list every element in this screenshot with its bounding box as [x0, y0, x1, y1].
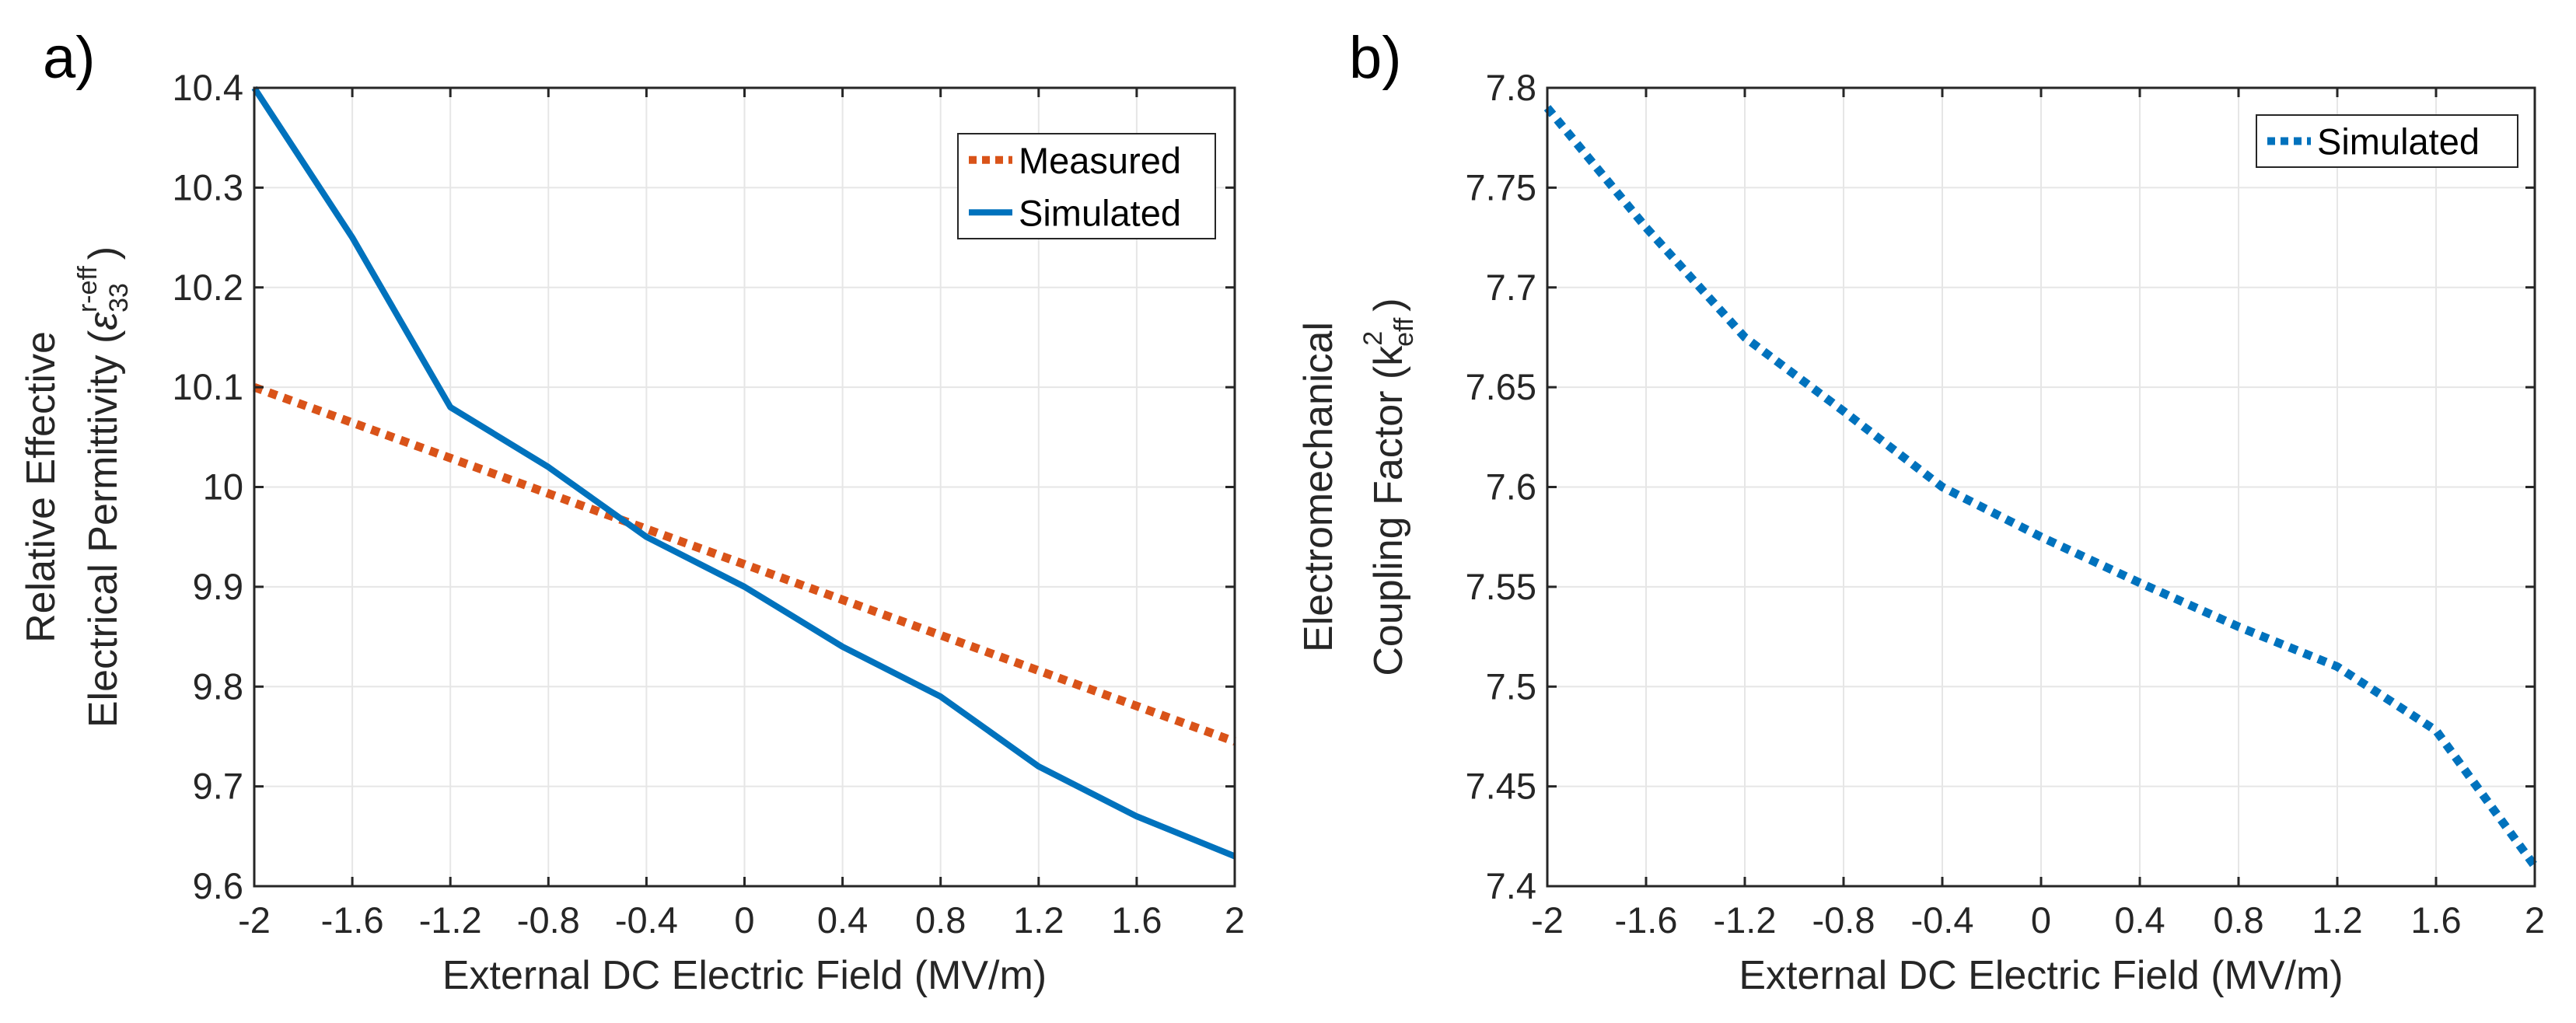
x-tick-label: 0.8 — [2213, 899, 2263, 941]
x-tick-label: 0.4 — [2114, 899, 2165, 941]
panel-b-label: b) — [1349, 25, 1402, 91]
x-tick-label: -0.4 — [1911, 899, 1974, 941]
panel-b-ylabel-sub: eff — [1389, 317, 1419, 347]
x-tick-label: 1.6 — [2410, 899, 2461, 941]
x-tick-label: -0.8 — [1812, 899, 1875, 941]
x-tick-label: 1.2 — [2312, 899, 2362, 941]
panel-b-ylabel-prefix: Coupling Factor ( — [1366, 365, 1411, 676]
legend-label-measured: Measured — [1019, 140, 1181, 181]
panel-b-ylabel-symbol: k — [1366, 345, 1411, 366]
panel-b-y-axis-label: Electromechanical Coupling Factor (k2eff… — [1296, 298, 1419, 676]
x-tick-label: -1.6 — [321, 899, 384, 941]
x-tick-label: -1.6 — [1615, 899, 1678, 941]
y-tick-label: 9.7 — [193, 766, 243, 807]
panel-a: a) -2 -1.6 -1.2 -0.8 -0.4 0 0.4 0.8 1.2 1.6 2 9.6 9.… — [19, 25, 1245, 998]
y-tick-label: 7.45 — [1466, 766, 1536, 807]
panel-b-series — [1543, 105, 2539, 869]
y-tick-label: 9.9 — [193, 566, 243, 607]
series-line-simulated — [251, 86, 1236, 860]
y-tick-label: 7.6 — [1486, 466, 1536, 508]
y-tick-label: 9.6 — [193, 865, 243, 906]
panel-a-ticks: -2 -1.6 -1.2 -0.8 -0.4 0 0.4 0.8 1.2 1.6 2 9.6 9.7 9.… — [173, 67, 1246, 941]
panel-b: b) -2 -1.6 -1.2 -0.8 -0.4 0 0.4 0.8 1.2 1.6 2 7.4 7.… — [1296, 25, 2545, 998]
x-tick-label: 0.4 — [817, 899, 868, 941]
panel-a-ylabel-suffix: ) — [81, 246, 126, 260]
panel-a-ylabel-sub: 33 — [104, 283, 134, 312]
panel-b-ylabel-suffix: ) — [1366, 298, 1411, 311]
y-tick-label: 9.8 — [193, 665, 243, 707]
y-tick-label: 7.65 — [1466, 366, 1536, 407]
legend-box — [957, 133, 1216, 239]
y-tick-label: 7.7 — [1486, 267, 1536, 308]
x-tick-label: -2 — [1531, 899, 1564, 941]
x-tick-label: -1.2 — [419, 899, 482, 941]
panel-a-ylabel-sup: r-eff — [73, 266, 103, 312]
y-tick-label: 7.4 — [1486, 865, 1536, 906]
y-tick-label: 10 — [203, 466, 243, 508]
panel-a-series — [251, 86, 1236, 860]
x-tick-label: 0 — [734, 899, 754, 941]
panel-a-y-axis-label-line1: Relative Effective — [19, 331, 64, 643]
x-tick-label: 0.8 — [915, 899, 966, 941]
y-tick-label: 10.1 — [173, 366, 243, 407]
x-tick-label: -1.2 — [1714, 899, 1777, 941]
y-tick-label: 7.75 — [1466, 166, 1536, 208]
series-line-simulated — [1543, 105, 2539, 869]
panel-b-y-axis-label-line1: Electromechanical — [1296, 322, 1341, 652]
y-tick-label: 7.55 — [1466, 566, 1536, 607]
y-tick-label: 10.4 — [173, 67, 243, 108]
panel-a-legend: Measured Simulated — [957, 133, 1216, 239]
panel-b-y-axis-label-line2: Coupling Factor (k2eff) — [1358, 298, 1419, 676]
panel-b-ticks: -2 -1.6 -1.2 -0.8 -0.4 0 0.4 0.8 1.2 1.6 2 7.4 7.45 7… — [1466, 67, 2546, 941]
legend-label-simulated: Simulated — [1019, 192, 1181, 233]
x-tick-label: 1.2 — [1013, 899, 1064, 941]
panel-a-label: a) — [43, 25, 96, 91]
x-tick-label: 0 — [2031, 899, 2051, 941]
panel-a-ylabel-prefix: Electrical Permittivity ( — [81, 330, 126, 728]
panel-a-ylabel-symbol: ε — [81, 312, 126, 330]
series-line-measured — [253, 382, 1236, 746]
panel-b-gridlines — [1547, 87, 2536, 887]
x-tick-label: -0.8 — [517, 899, 580, 941]
panel-b-legend: Simulated — [2256, 114, 2518, 168]
y-tick-label: 10.2 — [173, 267, 243, 308]
panel-b-x-axis-label: External DC Electric Field (MV/m) — [1739, 953, 2343, 998]
panel-a-x-axis-label: External DC Electric Field (MV/m) — [442, 953, 1047, 998]
legend-label-simulated: Simulated — [2317, 121, 2480, 162]
x-tick-label: 2 — [1225, 899, 1245, 941]
y-tick-label: 10.3 — [173, 166, 243, 208]
x-tick-label: 1.6 — [1111, 899, 1162, 941]
panel-a-y-axis-label-line2: Electrical Permittivity (ε33r-eff) — [73, 246, 134, 728]
panel-a-y-axis-label: Relative Effective Electrical Permittivi… — [19, 246, 134, 728]
y-tick-label: 7.5 — [1486, 665, 1536, 707]
x-tick-label: -0.4 — [615, 899, 678, 941]
panel-b-ylabel-sup: 2 — [1358, 331, 1388, 346]
y-tick-label: 7.8 — [1486, 67, 1536, 108]
x-tick-label: -2 — [238, 899, 271, 941]
x-tick-label: 2 — [2525, 899, 2545, 941]
